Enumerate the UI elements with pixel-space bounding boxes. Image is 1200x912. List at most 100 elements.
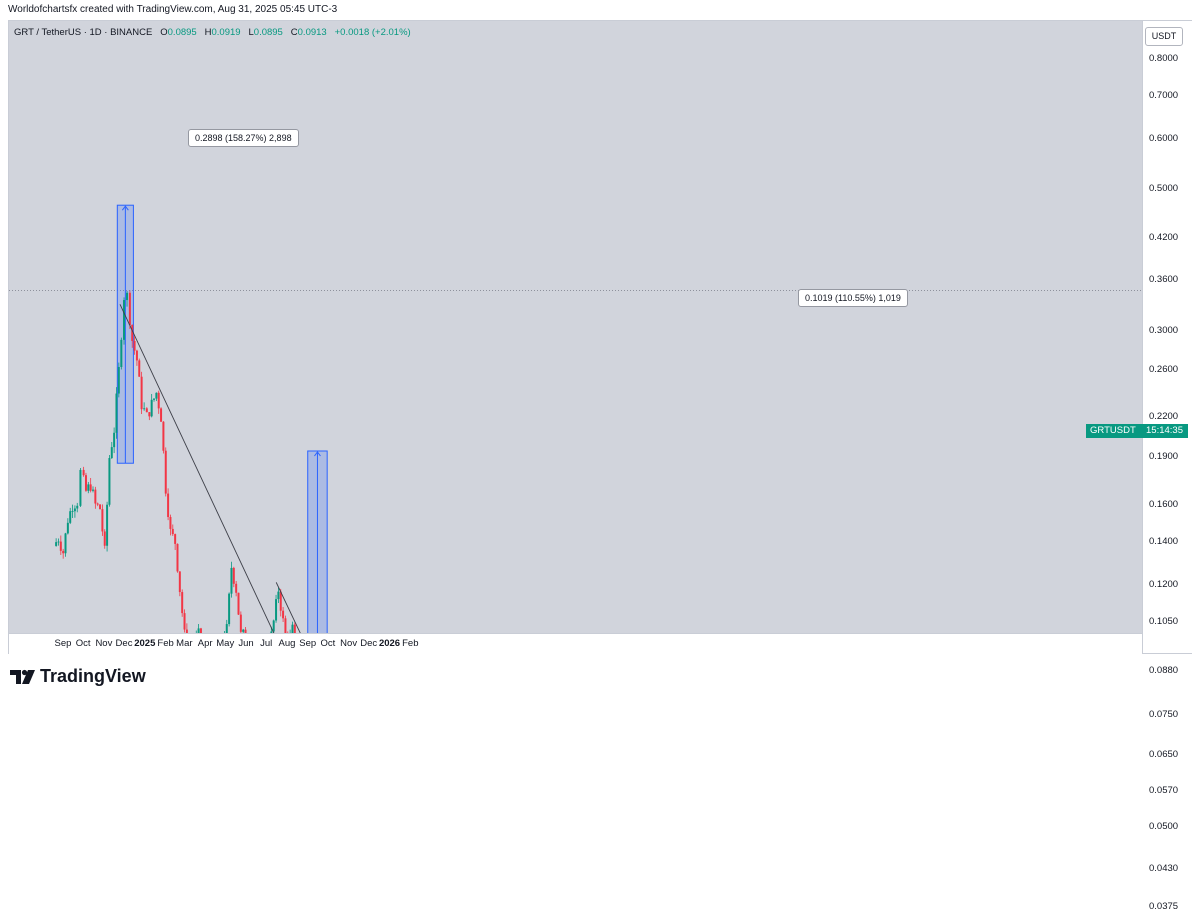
candle-body [82,469,85,476]
price-chart[interactable] [9,21,1142,633]
candle-body [279,591,282,611]
candle-body [282,610,285,619]
time-tick-label: 2025 [134,638,156,649]
measure-label-2[interactable]: 0.1019 (110.55%) 1,019 [798,289,908,307]
candle-body [135,350,138,361]
legend-close: 0.0913 [297,27,327,38]
price-tick-label: 0.0750 [1149,708,1179,720]
candle-body [120,339,123,368]
candle-body [169,517,172,529]
legend-symbol: GRT / TetherUS · 1D · BINANCE [14,27,153,38]
time-tick-label: Nov [340,638,358,649]
candle-body [84,475,87,491]
time-tick-label: Feb [402,638,419,649]
price-axis[interactable]: 0.8000 0.7000 0.6000 0.5000 0.4200 0.3600 0.30… [1142,21,1192,912]
footer-brand: TradingView [40,666,146,686]
measure-1-arrowhead [121,205,129,211]
candle-body [284,618,287,633]
candle-body [291,624,294,633]
candle-body [160,408,163,422]
price-tick-label: 0.2200 [1149,410,1179,422]
time-tick-label: Mar [176,638,193,649]
time-tick-label: Nov [95,638,113,649]
candle-body [164,450,167,494]
short-downtrend-line [275,582,301,633]
legend-low: 0.0895 [253,27,283,38]
time-tick-label: Aug [278,638,296,649]
candle-body [66,522,69,534]
candle-body [174,534,177,544]
legend-high-label: H [204,27,212,38]
candle-body [185,629,188,633]
candle-body [181,592,184,614]
candle-body [59,541,62,551]
plot-area[interactable]: GRT / TetherUS · 1D · BINANCE O0.0895 H0… [9,21,1142,633]
legend-open-label: O [160,27,168,38]
candle-body [79,469,82,506]
last-price-tag: GRTUSDT 15:14:35 [1086,424,1188,438]
price-tick-label: 0.1200 [1149,578,1179,590]
candle-body [89,484,92,491]
candles [55,290,296,633]
time-tick-label: Feb [157,638,174,649]
candle-body [103,531,106,546]
measure-label-1[interactable]: 0.2898 (158.27%) 2,898 [188,129,299,147]
ohlc-legend: GRT / TetherUS · 1D · BINANCE O0.0895 H0… [14,27,411,38]
measure-2-arrowhead [314,451,321,457]
candle-body [176,543,179,572]
price-tick-label: 0.1600 [1149,498,1179,510]
chart-frame[interactable]: GRT / TetherUS · 1D · BINANCE O0.0895 H0… [8,20,1192,912]
price-tick-label: 0.0375 [1149,900,1179,912]
time-tick-label: Sep [54,638,72,649]
time-tick-label: Apr [197,638,213,649]
candle-body [140,376,143,410]
time-axis[interactable]: Sep Oct Nov Dec 2025 Feb Mar Apr May Jun Jul Aug Sep… [9,633,1142,654]
candle-body [64,533,67,554]
candle-body [150,399,153,417]
time-tick-label: May [216,638,235,649]
tradingview-logo-icon [10,669,35,684]
credit-text: Worldofchartsfx created with TradingView… [8,4,338,15]
price-tick-label: 0.0430 [1149,863,1179,875]
candle-body [157,392,160,409]
legend-low-label: L [248,27,254,38]
candle-body [145,408,148,413]
candle-body [92,489,95,491]
candle-body [244,629,247,633]
price-tick-label: 0.0880 [1149,664,1179,676]
price-tick-label: 0.6000 [1149,132,1179,144]
legend-close-label: C [290,27,298,38]
time-tick-label: Jun [238,638,254,649]
candle-body [225,624,228,633]
price-tick-label: 0.1900 [1149,451,1179,463]
candle-body [138,360,141,377]
candle-body [162,421,165,451]
price-tick-label: 0.3600 [1149,274,1179,286]
candle-body [143,408,146,410]
candle-body [113,432,116,448]
candle-body [101,509,104,532]
candle-body [108,458,111,505]
candle-body [117,367,120,394]
currency-button[interactable]: USDT [1145,27,1183,46]
candle-body [167,493,170,518]
candle-body [128,292,131,325]
candle-body [242,629,245,632]
price-tick-label: 0.8000 [1149,53,1179,64]
long-downtrend-line [119,304,275,633]
price-tick-label: 0.5000 [1149,183,1179,195]
candle-body [62,550,65,554]
price-tag-symbol: GRTUSDT [1090,425,1136,436]
legend-high: 0.0919 [211,27,241,38]
candle-body [57,541,60,543]
candle-body [115,393,118,433]
candle-body [272,620,275,632]
time-tick-label: Dec [115,638,133,649]
time-tick-label: Sep [299,638,317,649]
candle-body [148,412,151,417]
price-tick-label: 0.7000 [1149,90,1179,101]
legend-change: +0.0018 (+2.01%) [334,27,411,38]
price-tick-label: 0.1400 [1149,535,1179,547]
time-tick-label: Oct [75,638,91,649]
candle-body [293,624,296,633]
